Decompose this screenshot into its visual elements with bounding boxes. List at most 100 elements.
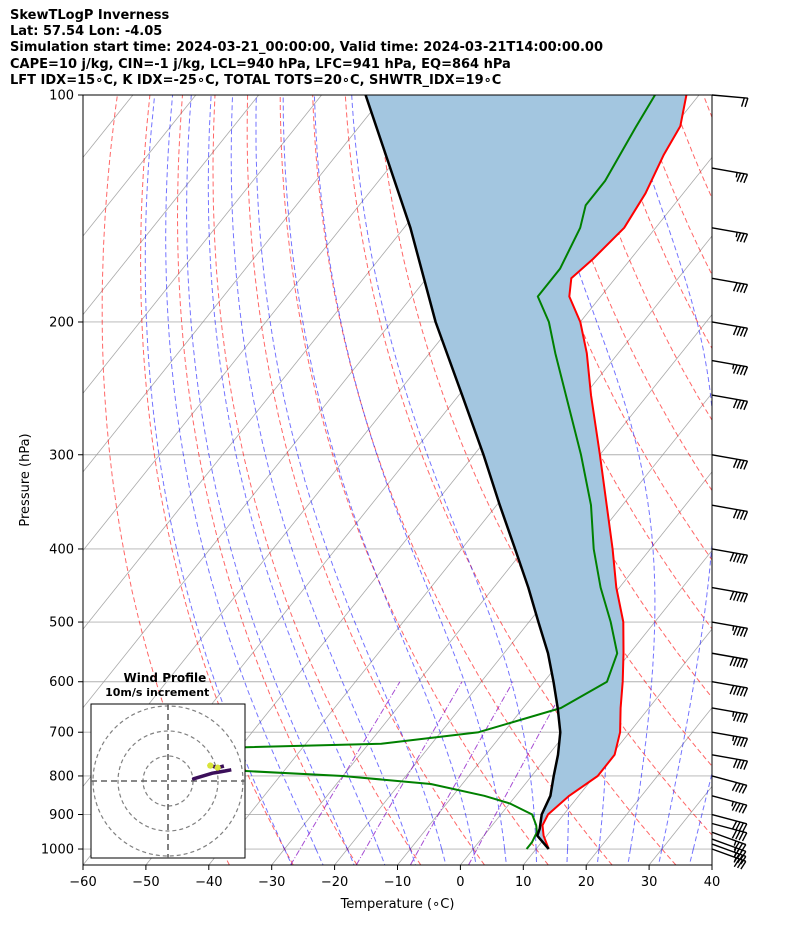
wind-barb bbox=[711, 167, 749, 184]
y-tick-label: 300 bbox=[49, 448, 74, 463]
wind-barb-flag bbox=[741, 804, 748, 814]
wind-barb-flag bbox=[739, 510, 745, 520]
wind-barb-staff bbox=[711, 813, 747, 825]
wind-barb-flag bbox=[736, 172, 742, 182]
moist-adiabat-line bbox=[720, 849, 724, 865]
wind-barb-flag bbox=[736, 712, 742, 722]
wind-barb-staff bbox=[711, 731, 748, 740]
wind-barb-flag bbox=[743, 233, 749, 243]
wind-barb-staff bbox=[711, 394, 748, 402]
dry-adiabat-line bbox=[140, 95, 294, 865]
plot-area bbox=[83, 95, 794, 865]
wind-barb-staff bbox=[711, 775, 747, 786]
wind-barb bbox=[711, 359, 749, 376]
wind-barb-flag bbox=[739, 737, 745, 747]
moist-adiabat-line bbox=[313, 95, 506, 849]
mixing-ratio-line bbox=[468, 681, 569, 865]
y-tick-label: 900 bbox=[49, 808, 74, 823]
wind-barb-flag bbox=[736, 553, 742, 563]
wind-barb-staff bbox=[711, 454, 748, 462]
dry-adiabat-line bbox=[409, 95, 712, 767]
dry-adiabat-line bbox=[736, 95, 794, 865]
wind-barb-flag bbox=[740, 844, 747, 853]
y-tick-label: 1000 bbox=[41, 843, 74, 858]
moist-adiabat-line bbox=[255, 95, 443, 850]
wind-barb-staff bbox=[711, 621, 748, 629]
wind-barb-flag bbox=[731, 782, 738, 792]
hodograph-ring bbox=[117, 730, 219, 832]
wind-barb-staff bbox=[711, 167, 748, 176]
chart-title: SkewTLogP Inverness bbox=[10, 8, 170, 23]
wind-barb-staff bbox=[711, 359, 748, 368]
wind-barb-flag bbox=[739, 592, 745, 602]
wind-barb-flag bbox=[736, 592, 742, 602]
wind-barb-flag bbox=[732, 591, 738, 601]
wind-barb-flag bbox=[735, 821, 741, 831]
wind-barb-flag bbox=[735, 830, 741, 840]
wind-barb-staff bbox=[711, 795, 747, 806]
wind-barb bbox=[711, 321, 749, 338]
x-tick-label: −20 bbox=[321, 875, 348, 890]
wind-barb bbox=[711, 94, 749, 108]
wind-barb-flag bbox=[732, 712, 738, 722]
wind-barb-flag bbox=[743, 511, 749, 521]
moist-adiabat-line bbox=[284, 848, 293, 865]
isotherm-line bbox=[775, 95, 794, 865]
wind-barb-flag bbox=[736, 365, 742, 375]
isotherm-line bbox=[83, 95, 322, 394]
wind-barb bbox=[711, 621, 749, 638]
wind-barb-flag bbox=[732, 736, 738, 746]
wind-barb-flag bbox=[738, 822, 745, 832]
dry-adiabat-line bbox=[670, 95, 712, 200]
inset-title: Wind Profile bbox=[124, 671, 207, 685]
wind-barb-flag bbox=[732, 758, 738, 769]
wind-barb-staff bbox=[711, 822, 747, 834]
wind-barb-flag bbox=[736, 283, 742, 293]
wind-barb-flag bbox=[732, 657, 738, 667]
mixing-ratio-line bbox=[355, 681, 463, 865]
wind-barb-flag bbox=[732, 509, 738, 519]
wind-barb-flag bbox=[739, 713, 745, 723]
wind-barb-half-flag bbox=[732, 625, 735, 631]
isotherm-line bbox=[711, 864, 712, 865]
wind-barb bbox=[711, 586, 749, 603]
wind-barb-flag bbox=[743, 401, 749, 411]
wind-barb-flag bbox=[739, 400, 745, 410]
inset-plot bbox=[91, 704, 245, 858]
dry-adiabat-line bbox=[212, 95, 422, 865]
wind-barb bbox=[711, 394, 749, 411]
wind-barb-flag bbox=[732, 626, 738, 636]
dry-adiabat-line bbox=[769, 95, 794, 865]
isotherm-line bbox=[585, 707, 712, 865]
dry-adiabat-line bbox=[702, 95, 712, 119]
wind-barb-flag bbox=[739, 554, 745, 564]
wind-barb-half-flag bbox=[735, 232, 738, 238]
wind-barb-staff bbox=[711, 548, 748, 556]
wind-barb-flag bbox=[743, 713, 749, 723]
wind-barb-flag bbox=[736, 326, 742, 336]
wind-barb bbox=[711, 681, 749, 697]
wind-barb-half-flag bbox=[732, 711, 735, 717]
y-tick-label: 200 bbox=[49, 315, 74, 330]
axes: −60 −50 −40 −30 −20 −10 0 10 20 30 40 1000 900 800 700… bbox=[18, 89, 720, 913]
hodograph-point bbox=[214, 764, 221, 771]
wind-barb-flag bbox=[740, 856, 747, 865]
wind-barb-flag bbox=[736, 626, 742, 636]
wind-barb-flag bbox=[736, 459, 742, 469]
x-tick-label: 30 bbox=[641, 875, 658, 890]
wind-barb-flag bbox=[739, 283, 745, 293]
wind-barb bbox=[711, 504, 749, 521]
y-tick-label: 500 bbox=[49, 616, 74, 631]
chart-header: SkewTLogP Inverness Lat: 57.54 Lon: -4.0… bbox=[10, 8, 603, 89]
y-tick-label: 700 bbox=[49, 726, 74, 741]
wind-barb-half-flag bbox=[731, 801, 734, 807]
wind-barb-flag bbox=[736, 859, 744, 869]
wind-barb bbox=[711, 731, 749, 748]
dry-adiabat-line bbox=[246, 95, 485, 865]
wind-barb-flag bbox=[739, 627, 745, 637]
location-line: Lat: 57.54 Lon: -4.05 bbox=[10, 24, 163, 40]
hodograph-trace bbox=[191, 763, 232, 781]
dry-adiabat-line bbox=[572, 95, 712, 422]
